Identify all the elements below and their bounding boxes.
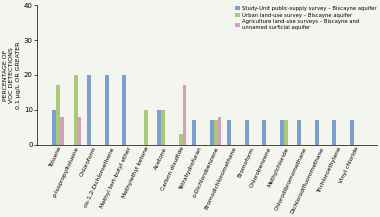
Bar — [52, 110, 56, 145]
Bar — [227, 120, 231, 145]
Y-axis label: PERCENTAGE OF
VOC DETECTIONS
0.1 μg/L OR GREATER: PERCENTAGE OF VOC DETECTIONS 0.1 μg/L OR… — [3, 41, 21, 109]
Bar — [78, 117, 81, 145]
Bar — [280, 120, 284, 145]
Bar — [284, 120, 288, 145]
Bar — [210, 120, 214, 145]
Bar — [161, 110, 165, 145]
Bar — [350, 120, 354, 145]
Bar — [144, 110, 147, 145]
Legend: Study-Unit public-supply survey – Biscayne aquifer, Urban land-use survey – Bisc: Study-Unit public-supply survey – Biscay… — [234, 5, 378, 31]
Bar — [87, 75, 91, 145]
Bar — [298, 120, 301, 145]
Bar — [218, 117, 222, 145]
Bar — [214, 120, 218, 145]
Bar — [245, 120, 249, 145]
Bar — [56, 85, 60, 145]
Bar — [183, 85, 187, 145]
Bar — [179, 134, 183, 145]
Bar — [192, 120, 196, 145]
Bar — [60, 117, 64, 145]
Bar — [332, 120, 336, 145]
Bar — [315, 120, 319, 145]
Bar — [157, 110, 161, 145]
Bar — [74, 75, 78, 145]
Bar — [105, 75, 109, 145]
Bar — [122, 75, 126, 145]
Bar — [263, 120, 266, 145]
